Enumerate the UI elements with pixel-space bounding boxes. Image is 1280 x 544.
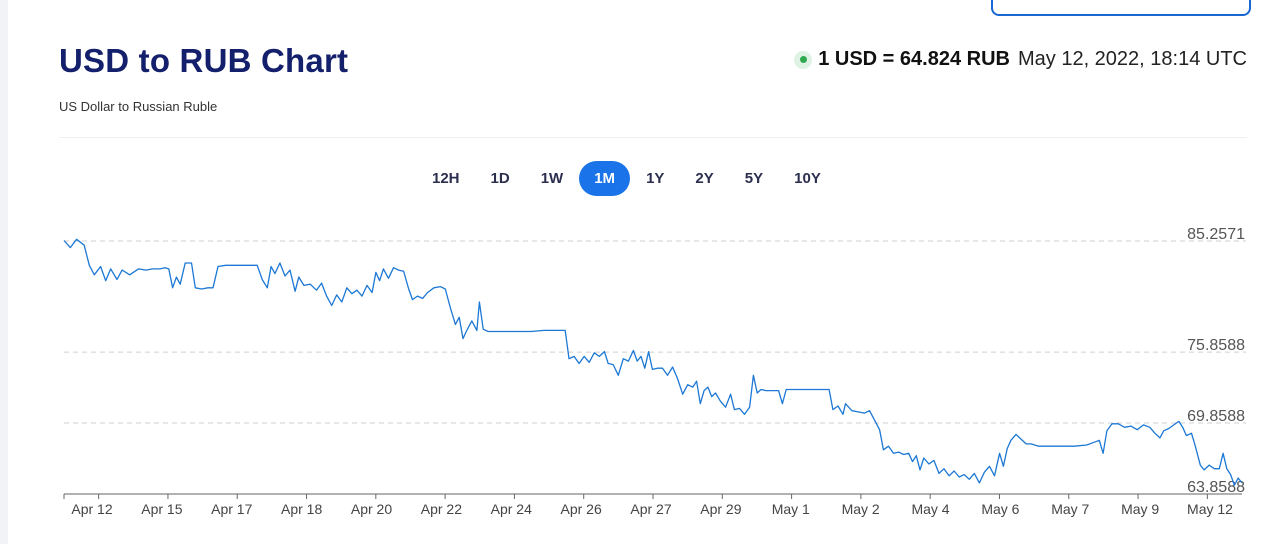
x-tick-label: Apr 15 (141, 501, 182, 517)
x-tick-label: Apr 22 (421, 501, 462, 517)
x-tick-label: Apr 18 (281, 501, 322, 517)
period-tab-1y[interactable]: 1Y (646, 170, 665, 187)
live-rate: 1 USD = 64.824 RUB May 12, 2022, 18:14 U… (794, 48, 1247, 71)
x-tick-label: May 4 (911, 501, 949, 517)
period-tab-1m[interactable]: 1M (579, 161, 631, 196)
y-tick-label: 69.8588 (1187, 408, 1245, 425)
converter-panel-edge[interactable] (991, 0, 1251, 16)
page-title: USD to RUB Chart (59, 42, 349, 79)
x-tick-label: Apr 20 (351, 501, 392, 517)
x-tick-label: Apr 12 (71, 501, 112, 517)
y-tick-label: 85.2571 (1187, 226, 1245, 243)
x-tick-label: May 1 (772, 501, 810, 517)
x-tick-label: May 12 (1187, 501, 1233, 517)
y-tick-label: 75.8588 (1187, 337, 1245, 354)
x-tick-label: May 9 (1121, 501, 1159, 517)
period-tab-10y[interactable]: 10Y (794, 170, 821, 187)
x-tick-label: May 7 (1051, 501, 1089, 517)
x-tick-label: Apr 29 (700, 501, 741, 517)
rate-timestamp: May 12, 2022, 18:14 UTC (1017, 48, 1247, 70)
period-tab-5y[interactable]: 5Y (744, 170, 764, 187)
x-tick-label: Apr 27 (630, 501, 671, 517)
x-tick-label: May 2 (842, 501, 880, 517)
rate-value: 1 USD = 64.824 RUB (818, 48, 1010, 70)
x-tick-label: Apr 26 (561, 501, 602, 517)
period-tab-1w[interactable]: 1W (540, 170, 564, 187)
x-tick-label: Apr 17 (211, 501, 252, 517)
live-status-icon (794, 50, 813, 69)
period-tab-1d[interactable]: 1D (490, 170, 510, 187)
left-edge-strip (0, 0, 8, 544)
period-tab-2y[interactable]: 2Y (695, 170, 714, 187)
y-tick-label: 63.8588 (1187, 479, 1245, 496)
period-tab-12h[interactable]: 12H (432, 170, 460, 187)
page-subtitle: US Dollar to Russian Ruble (59, 99, 218, 114)
header-divider (59, 137, 1247, 138)
x-tick-label: Apr 24 (491, 501, 532, 517)
period-tabs: 12H 1D 1W 1M 1Y 2Y 5Y 10Y (417, 161, 837, 196)
rate-line (63, 238, 1243, 486)
x-tick-label: May 6 (981, 501, 1019, 517)
